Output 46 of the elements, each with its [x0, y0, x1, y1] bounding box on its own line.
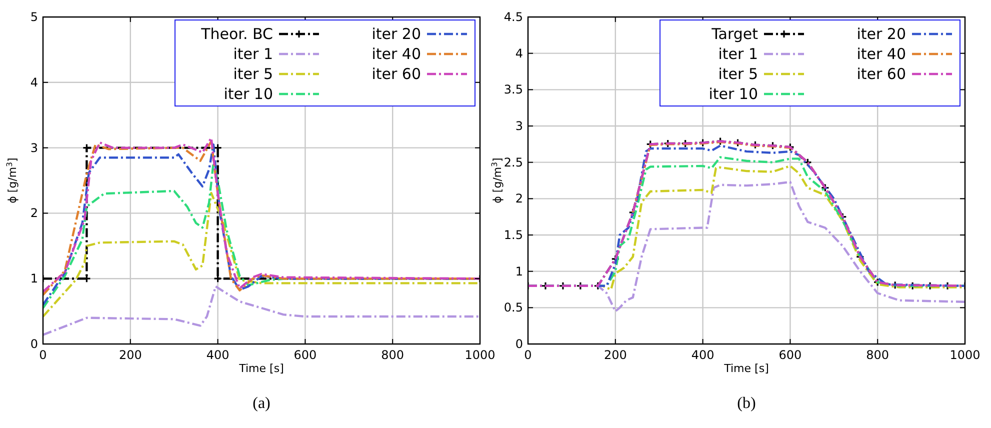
- y-tick-label: 0: [515, 337, 523, 351]
- y-tick-label: 1.5: [504, 228, 523, 242]
- legend-label: iter 1: [233, 45, 273, 63]
- legend-label: iter 5: [233, 65, 273, 83]
- y-tick-label: 5: [30, 10, 38, 24]
- text: (a): [252, 395, 270, 412]
- x-tick-label: 0: [524, 348, 532, 362]
- legend-label: iter 1: [718, 45, 758, 63]
- legend-label: iter 40: [856, 45, 906, 63]
- y-tick-label: 2.5: [504, 155, 523, 170]
- x-tick-label: 800: [381, 348, 404, 362]
- legend-label: iter 20: [372, 25, 421, 43]
- x-axis-title: Time [s]: [723, 362, 769, 375]
- y-tick-label: 2: [515, 192, 523, 206]
- y-tick-label: 0: [30, 337, 38, 351]
- y-tick-label: 3.5: [504, 82, 523, 97]
- x-tick-label: 1000: [950, 348, 980, 362]
- x-axis-title: Time [s]: [238, 362, 284, 375]
- legend-label: iter 60: [372, 65, 421, 83]
- text: (b): [737, 395, 756, 412]
- y-tick-label: 3: [515, 119, 523, 133]
- x-tick-label: 200: [118, 348, 142, 362]
- x-tick-label: 400: [206, 348, 230, 362]
- y-tick-label: 0.5: [504, 300, 523, 315]
- y-tick-label: 2: [30, 206, 38, 220]
- legend-label: iter 20: [856, 25, 906, 43]
- legend-label: Theor. BC: [200, 25, 273, 43]
- legend-label: iter 60: [856, 65, 906, 83]
- x-tick-label: 600: [294, 348, 317, 362]
- x-tick-label: 200: [604, 348, 627, 362]
- y-tick-label: 1: [515, 264, 523, 278]
- y-tick-label: 4.5: [504, 10, 523, 24]
- y-tick-label: 4: [30, 75, 38, 90]
- y-tick-label: 1: [30, 272, 38, 286]
- legend-label: iter 40: [372, 45, 421, 63]
- legend-label: Target: [710, 25, 758, 43]
- x-tick-label: 1000: [464, 348, 496, 362]
- legend-label: iter 5: [718, 65, 758, 83]
- x-tick-label: 400: [691, 348, 714, 362]
- legend-label: iter 10: [224, 85, 273, 103]
- x-tick-label: 0: [39, 348, 47, 362]
- x-tick-label: 600: [778, 348, 802, 362]
- y-tick-label: 3: [30, 140, 38, 155]
- y-tick-label: 4: [515, 46, 523, 60]
- x-tick-label: 800: [866, 348, 890, 362]
- legend-label: iter 10: [708, 85, 758, 103]
